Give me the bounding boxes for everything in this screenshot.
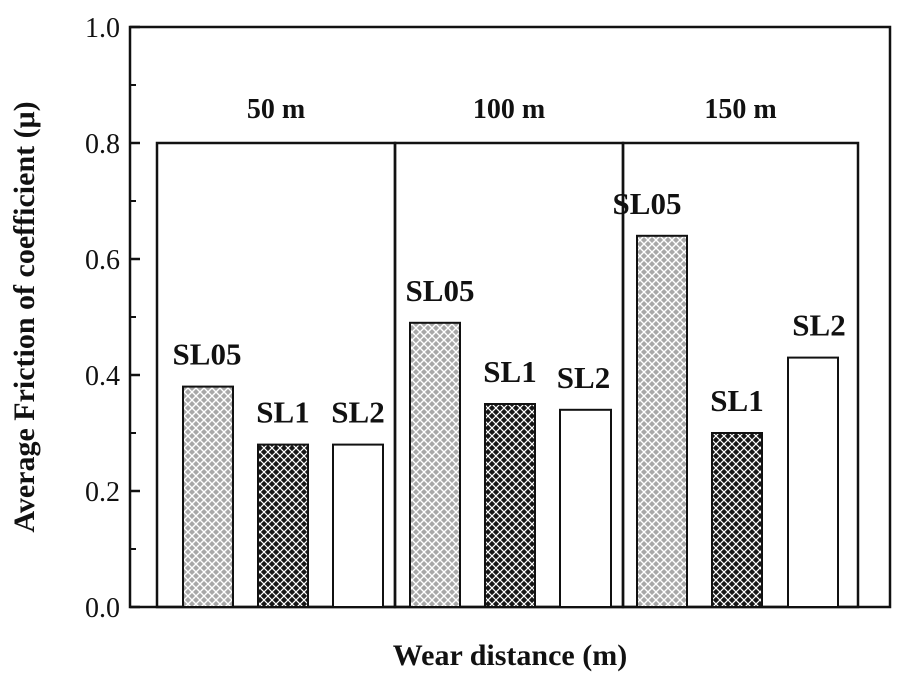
- bar-sl1: [257, 443, 309, 608]
- bar-sl2: [559, 408, 612, 608]
- group-label: 100 m: [473, 94, 545, 125]
- bar-label-sl2: SL2: [792, 308, 845, 343]
- y-tick-label: 0.0: [85, 593, 120, 624]
- y-tick-label: 1.0: [85, 13, 120, 44]
- bar-sl2: [787, 356, 839, 608]
- bar-label-sl2: SL2: [331, 395, 384, 430]
- bar-label-sl05: SL05: [406, 273, 475, 308]
- bar-label-sl2: SL2: [557, 360, 610, 395]
- x-axis-title: Wear distance (m): [393, 639, 627, 672]
- bar-sl1: [484, 403, 536, 608]
- bar-sl05: [636, 234, 688, 609]
- bar-labels: SL05 SL1 SL2 SL05 SL1 SL2 SL05 SL1 SL2: [173, 186, 846, 430]
- bar-sl05: [182, 385, 234, 608]
- bar-label-sl1: SL1: [256, 395, 309, 430]
- group-label: 150 m: [704, 94, 776, 125]
- y-axis-title: Average Friction of coefficient (μ): [8, 101, 41, 532]
- bars: [182, 234, 839, 609]
- group-label: 50 m: [247, 94, 305, 125]
- bar-label-sl1: SL1: [710, 383, 763, 418]
- y-tick-label: 0.2: [85, 477, 120, 508]
- bar-sl05: [409, 321, 461, 608]
- bar-label-sl1: SL1: [483, 354, 536, 389]
- bar-label-sl05: SL05: [173, 337, 242, 372]
- y-ticks: 0.0 0.2 0.4 0.6 0.8 1.0: [85, 13, 140, 624]
- y-tick-label: 0.4: [85, 361, 120, 392]
- y-tick-label: 0.6: [85, 245, 120, 276]
- bar-label-sl05: SL05: [613, 186, 682, 221]
- bar-sl1: [711, 432, 763, 608]
- y-tick-label: 0.8: [85, 129, 120, 160]
- bar-sl2: [332, 443, 384, 608]
